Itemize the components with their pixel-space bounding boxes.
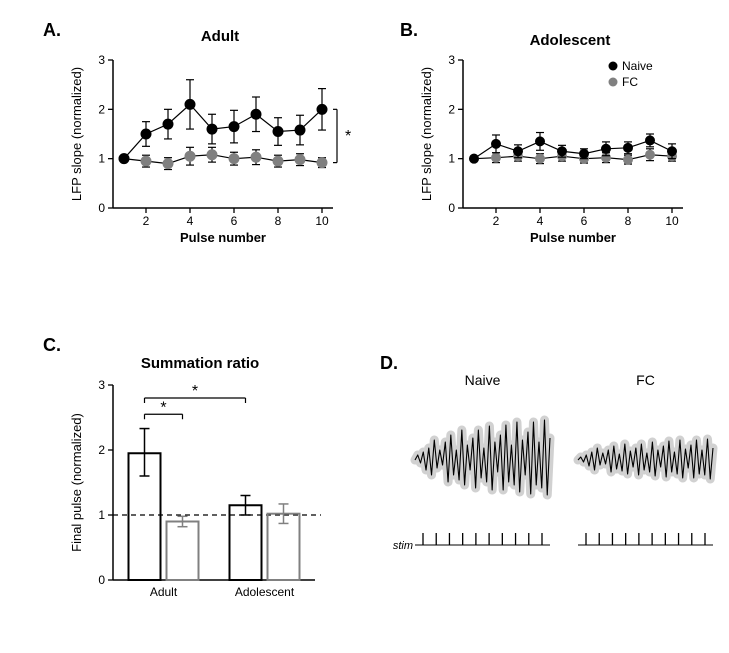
svg-text:LFP slope (normalized): LFP slope (normalized)	[419, 67, 434, 201]
panel-c-chart: 0 1 2 3 Final pulse (normalized) Adult Adolesc…	[65, 375, 325, 610]
svg-text:Final pulse (normalized): Final pulse (normalized)	[69, 413, 84, 552]
svg-text:*: *	[160, 399, 166, 416]
panel-c-label: C.	[43, 335, 61, 356]
svg-text:2: 2	[448, 102, 455, 116]
svg-text:*: *	[345, 128, 351, 145]
svg-text:1: 1	[98, 152, 105, 166]
panel-b-title: Adolescent	[470, 32, 670, 49]
panel-a-label: A.	[43, 20, 61, 41]
svg-text:2: 2	[98, 443, 105, 457]
svg-text:Pulse number: Pulse number	[530, 230, 616, 245]
svg-text:8: 8	[625, 214, 632, 228]
svg-text:6: 6	[581, 214, 588, 228]
svg-text:8: 8	[275, 214, 282, 228]
svg-text:4: 4	[187, 214, 194, 228]
panel-d-traces: Naive FC stim	[395, 360, 715, 610]
svg-text:2: 2	[493, 214, 500, 228]
svg-text:LFP slope (normalized): LFP slope (normalized)	[69, 67, 84, 201]
svg-text:2: 2	[98, 102, 105, 116]
svg-text:3: 3	[98, 53, 105, 67]
svg-text:Adult: Adult	[150, 585, 178, 599]
svg-text:4: 4	[537, 214, 544, 228]
svg-text:stim: stim	[393, 540, 413, 552]
panel-b-label: B.	[400, 20, 418, 41]
svg-text:3: 3	[448, 53, 455, 67]
svg-text:10: 10	[665, 214, 679, 228]
svg-text:FC: FC	[622, 75, 638, 89]
svg-text:Naive: Naive	[622, 59, 653, 73]
panel-a-chart: 0 1 2 3 2 4 6 8 10 LFP slope (normalized) Pulse nu…	[65, 50, 355, 250]
svg-text:FC: FC	[636, 372, 655, 388]
svg-text:0: 0	[98, 201, 105, 215]
svg-text:Naive: Naive	[465, 372, 501, 388]
svg-text:1: 1	[98, 508, 105, 522]
svg-text:1: 1	[448, 152, 455, 166]
svg-text:Pulse number: Pulse number	[180, 230, 266, 245]
svg-text:10: 10	[315, 214, 329, 228]
svg-text:2: 2	[143, 214, 150, 228]
panel-c-title: Summation ratio	[100, 355, 300, 372]
panel-a-title: Adult	[120, 28, 320, 45]
svg-text:0: 0	[98, 573, 105, 587]
panel-b-chart: 0 1 2 3 2 4 6 8 10 LFP slope (normalized) Pulse nu…	[415, 50, 705, 250]
figure: A. Adult 0123246810LFP slope (normalized…	[0, 0, 729, 653]
svg-text:*: *	[192, 383, 198, 400]
svg-text:Adolescent: Adolescent	[235, 585, 295, 599]
svg-text:3: 3	[98, 378, 105, 392]
svg-text:0: 0	[448, 201, 455, 215]
svg-text:6: 6	[231, 214, 238, 228]
